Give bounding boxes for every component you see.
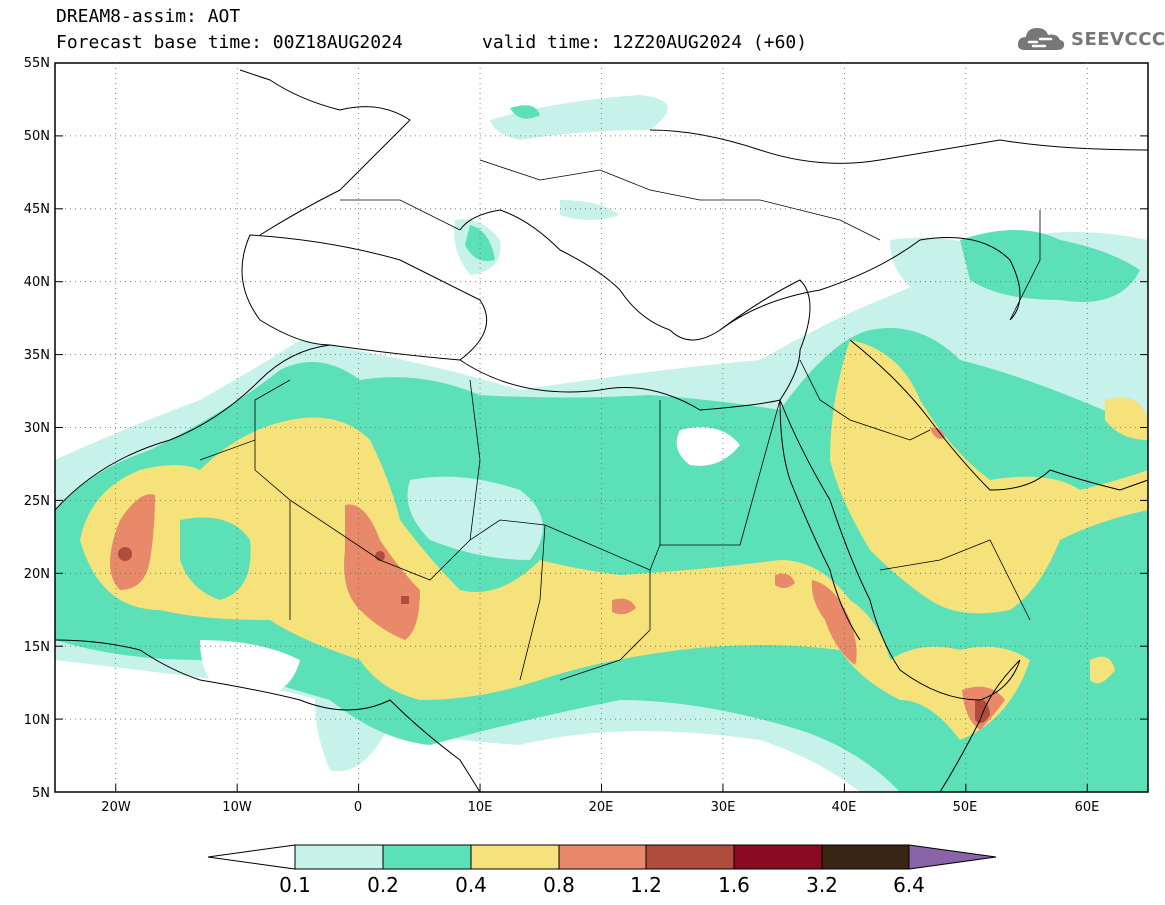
coastlines [55, 69, 1148, 792]
colorbar-swatch [382, 844, 472, 870]
aot-level-0.4 [80, 340, 1148, 740]
country-borders [199, 159, 1041, 681]
aot-clear-areas [200, 427, 740, 700]
logo-text: SEEVCCC [1071, 29, 1165, 50]
graticule [55, 63, 1148, 792]
aot-field [55, 63, 1148, 792]
colorbar-swatch [558, 844, 647, 870]
colorbar-label: 0.1 [279, 873, 311, 897]
lat-label: 10N [24, 713, 50, 728]
colorbar-label: 3.2 [806, 873, 838, 897]
longitude-labels: 20W 10W 0 10E 20E 30E 40E 50E 60E [101, 800, 1099, 815]
colorbar-low-arrow [207, 844, 296, 870]
valid-time: valid time: 12Z20AUG2024 (+60) [482, 32, 808, 53]
lon-label: 10W [222, 800, 252, 815]
lon-label: 40E [832, 800, 857, 815]
colorbar-label: 0.4 [455, 873, 487, 897]
colorbar-swatch [294, 844, 384, 870]
colorbar-label: 0.8 [543, 873, 575, 897]
lat-label: 20N [24, 567, 50, 582]
axis-ticks [55, 135, 1148, 792]
lat-label: 5N [32, 786, 50, 801]
lat-label: 15N [24, 640, 50, 655]
colorbar-label: 6.4 [893, 873, 925, 897]
colorbar-high-arrow [908, 844, 997, 870]
lat-label: 55N [24, 56, 50, 71]
colorbar-swatch [821, 844, 910, 870]
seevccc-logo: SEEVCCC [1015, 22, 1165, 58]
colorbar-swatch [470, 844, 560, 870]
lat-label: 30N [24, 421, 50, 436]
colorbar-label: 1.2 [630, 873, 662, 897]
lon-label: 30E [711, 800, 736, 815]
lon-label: 20E [589, 800, 614, 815]
colorbar-swatch [733, 844, 823, 870]
forecast-base-time: Forecast base time: 00Z18AUG2024 [56, 32, 403, 53]
lon-label: 0 [354, 800, 362, 815]
lat-label: 40N [24, 275, 50, 290]
colorbar-label: 1.6 [718, 873, 750, 897]
lat-label: 50N [24, 129, 50, 144]
lat-label: 25N [24, 494, 50, 509]
latitude-labels: 5N 10N 15N 20N 25N 30N 35N 40N 45N 50N 5… [24, 56, 50, 801]
lon-label: 10E [468, 800, 493, 815]
lat-label: 45N [24, 202, 50, 217]
map-title: DREAM8-assim: AOT [56, 6, 241, 27]
lat-label: 35N [24, 348, 50, 363]
cloud-icon [1017, 28, 1065, 50]
colorbar: 0.1 0.2 0.4 0.8 1.2 1.6 3.2 6.4 [207, 844, 997, 897]
lon-label: 50E [953, 800, 978, 815]
lon-label: 20W [101, 800, 131, 815]
colorbar-swatch [645, 844, 735, 870]
lon-label: 60E [1075, 800, 1100, 815]
colorbar-label: 0.2 [367, 873, 399, 897]
